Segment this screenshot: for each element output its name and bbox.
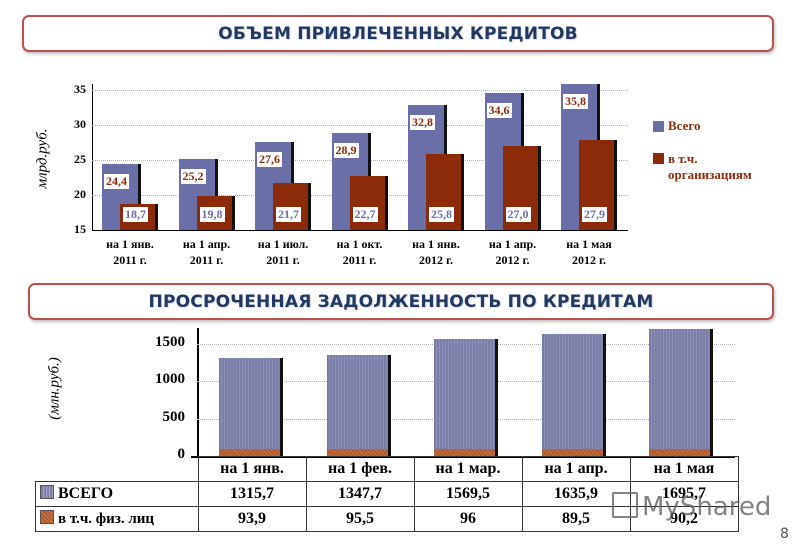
table-cell: 90,2 xyxy=(629,506,739,532)
bar-total xyxy=(649,329,710,456)
chart1-x-tick-label: на 1 янв. 2011 г. xyxy=(106,237,154,267)
chart1-gridline xyxy=(92,90,628,91)
bar-individuals xyxy=(326,448,388,456)
legend-total-label: Всего xyxy=(668,118,701,133)
chart1-y-axis xyxy=(92,84,93,231)
chart2-y-axis-label: (млн.руб.) xyxy=(46,357,63,420)
bar-total-value-label: 27,6 xyxy=(257,151,282,167)
credits-volume-chart: млрд.руб. 35 30 25 20 15 24,4 18,7 на 1 янв. 201… xyxy=(35,82,752,267)
section1-title-banner: ОБЪЕМ ПРИВЛЕЧЕННЫХ КРЕДИТОВ xyxy=(22,15,774,52)
bar-total-value-label: 28,9 xyxy=(333,142,359,158)
bar-organizations-value-label: 27,9 xyxy=(582,207,607,222)
legend-individuals-label: в т.ч. физ. лиц xyxy=(58,511,155,527)
chart1-x-tick-label: на 1 апр. 2011 г. xyxy=(182,237,231,267)
legend-organizations-label: в т.ч. организациям xyxy=(668,151,752,182)
table-row-total: ВСЕГО 1315,7 1347,7 1569,5 1635,9 1695,7 xyxy=(35,481,739,507)
watermark-logo-icon xyxy=(612,492,638,518)
table-cell: 95,5 xyxy=(305,506,415,532)
chart1-x-tick-label: на 1 апр. 2012 г. xyxy=(488,237,537,267)
table-cell: 1315,7 xyxy=(197,481,307,507)
bar-organizations-value-label: 22,7 xyxy=(352,207,378,222)
table-row-individuals: в т.ч. физ. лиц 93,9 95,5 96 89,5 90,2 xyxy=(35,506,739,532)
bar-organizations-value-label: 27,0 xyxy=(505,207,531,222)
bar-total-value-label: 34,6 xyxy=(486,102,512,118)
chart2-y-axis xyxy=(197,328,199,457)
section2-title: ПРОСРОЧЕННАЯ ЗАДОЛЖЕННОСТЬ ПО КРЕДИТАМ xyxy=(148,291,654,312)
bar-individuals xyxy=(434,448,495,456)
chart2-y-tick: 0 xyxy=(177,446,186,462)
legend-total-swatch-icon xyxy=(653,121,664,132)
section1-title: ОБЪЕМ ПРИВЛЕЧЕННЫХ КРЕДИТОВ xyxy=(218,23,578,44)
chart1-y-tick: 35 xyxy=(74,82,86,96)
individuals-swatch-icon xyxy=(40,510,54,524)
chart2-y-tick: 1500 xyxy=(155,334,185,350)
bar-organizations-value-label: 19,8 xyxy=(199,207,225,222)
chart1-y-tick: 30 xyxy=(74,117,86,131)
table-header-cell: на 1 фев. xyxy=(305,456,415,482)
chart1-y-tick: 25 xyxy=(74,152,86,166)
bar-total-value-label: 24,4 xyxy=(104,174,129,190)
total-swatch-icon xyxy=(40,485,54,499)
bar-total xyxy=(541,333,603,456)
chart1-x-axis xyxy=(92,230,628,231)
legend-individuals: в т.ч. физ. лиц xyxy=(35,506,199,532)
table-header-cell: на 1 мар. xyxy=(413,456,523,482)
bar-organizations-value-label: 18,7 xyxy=(123,207,148,222)
legend-organizations-swatch-icon xyxy=(653,153,664,164)
watermark: MyShared xyxy=(612,492,771,522)
bar-organizations-value-label: 25,8 xyxy=(429,207,454,222)
bar-total-value-label: 35,8 xyxy=(563,94,588,110)
bar-total xyxy=(434,338,495,456)
bar-total xyxy=(219,357,280,456)
chart2-y-tick: 1000 xyxy=(155,371,185,388)
chart1-x-tick-label: на 1 мая 2012 г. xyxy=(566,237,612,267)
watermark-text: MyShared xyxy=(642,492,772,522)
chart1-x-tick-label: на 1 янв. 2012 г. xyxy=(412,237,460,267)
table-header-cell: на 1 янв. xyxy=(197,456,307,482)
page-number: 8 xyxy=(780,526,789,542)
overdue-debt-data-table: на 1 янв. на 1 фев. на 1 мар. на 1 апр. … xyxy=(35,456,739,532)
bar-total xyxy=(326,355,388,456)
bar-total-value-label: 25,2 xyxy=(180,168,206,184)
legend-total-label: ВСЕГО xyxy=(58,485,114,502)
chart2-y-tick: 500 xyxy=(162,408,186,425)
bar-organizations xyxy=(273,183,308,230)
chart1-gridline xyxy=(92,125,628,126)
section2-title-banner: ПРОСРОЧЕННАЯ ЗАДОЛЖЕННОСТЬ ПО КРЕДИТАМ xyxy=(28,283,774,320)
chart1-y-tick: 20 xyxy=(74,187,86,201)
table-header-cell: на 1 апр. xyxy=(521,456,631,482)
chart1-x-tick-label: на 1 июл. 2011 г. xyxy=(257,237,309,267)
bar-organizations-value-label: 21,7 xyxy=(276,207,301,222)
table-header-row: на 1 янв. на 1 фев. на 1 мар. на 1 апр. … xyxy=(35,456,739,482)
legend-total: ВСЕГО xyxy=(35,481,199,507)
bar-total-value-label: 32,8 xyxy=(410,115,435,131)
table-cell: 1695,7 xyxy=(629,481,739,507)
table-cell: 1347,7 xyxy=(305,481,415,507)
bar-individuals xyxy=(649,449,710,456)
bar-individuals xyxy=(541,449,603,456)
chart1-y-tick: 15 xyxy=(74,222,86,236)
table-cell: 1569,5 xyxy=(413,481,523,507)
bar-individuals xyxy=(219,448,280,456)
table-cell: 96 xyxy=(413,506,523,532)
chart1-x-tick-label: на 1 окт. 2011 г. xyxy=(336,237,383,267)
table-cell: 93,9 xyxy=(197,506,307,532)
table-header-cell: на 1 мая xyxy=(629,456,739,482)
